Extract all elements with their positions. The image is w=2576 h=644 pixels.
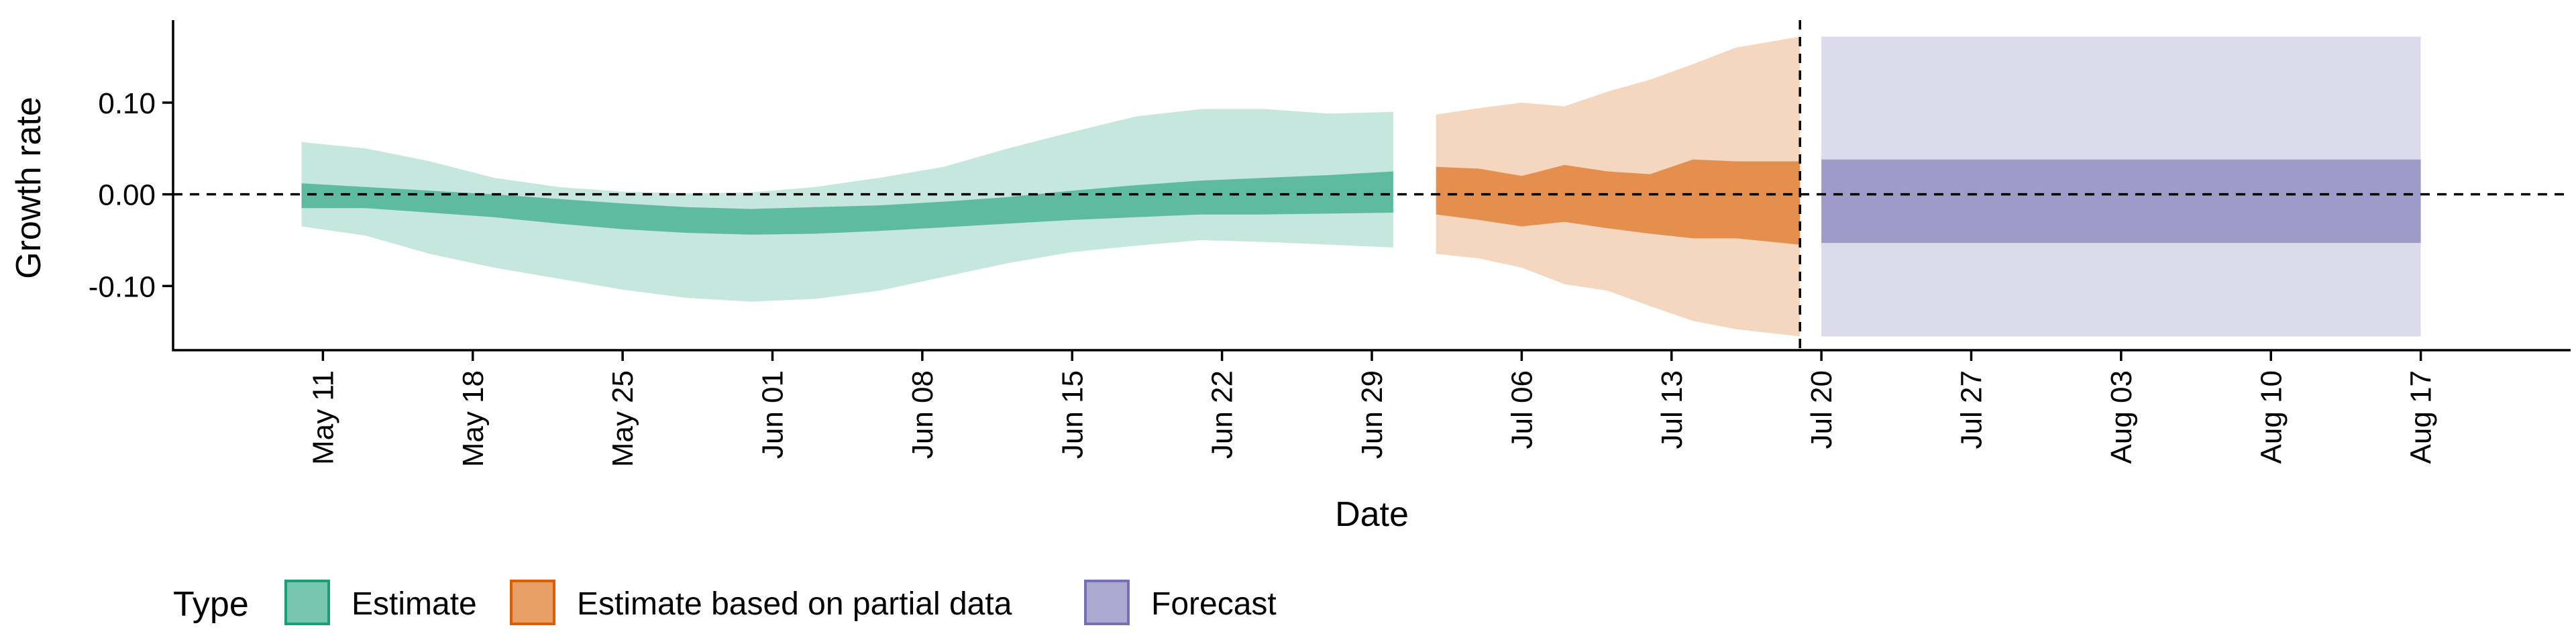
x-tick-label: Aug 17 — [2405, 370, 2438, 464]
y-tick-label: 0.00 — [98, 179, 156, 212]
y-axis-label: Growth rate — [9, 97, 48, 279]
legend-label-estimate-based-on-partial-data: Estimate based on partial data — [577, 586, 1012, 622]
reference-lines — [173, 20, 2571, 350]
x-tick-label: Jun 22 — [1206, 370, 1239, 459]
band-inner-estimate-based-on-partial-data — [1436, 159, 1801, 245]
x-tick-label: Jul 13 — [1656, 370, 1688, 449]
x-axis-ticks: May 11 May 18 May 25 Jun 01 Jun 08 Jun 15 Jun … — [307, 350, 2438, 467]
plot-area — [301, 36, 2421, 337]
band-outer-estimate — [301, 109, 1393, 302]
y-tick-label: 0.10 — [98, 87, 156, 120]
x-tick-label: Jun 01 — [757, 370, 790, 459]
x-tick-label: May 18 — [457, 370, 490, 467]
legend-label-estimate: Estimate — [352, 586, 477, 622]
legend-label-forecast: Forecast — [1151, 586, 1277, 622]
legend-key-forecast — [1084, 580, 1130, 625]
x-tick-label: Aug 10 — [2255, 370, 2288, 464]
y-axis-ticks: -0.10 0.00 0.10 — [89, 87, 173, 303]
legend: Type Estimate Estimate based on partial d… — [173, 580, 1277, 625]
legend-title: Type — [173, 585, 249, 624]
legend-key-estimate — [284, 580, 330, 625]
y-tick-label: -0.10 — [89, 270, 156, 303]
band-inner-forecast — [1821, 159, 2421, 244]
legend-key-estimate-based-on-partial-data — [510, 580, 555, 625]
x-tick-label: Jul 06 — [1505, 370, 1538, 449]
band-inner-estimate — [301, 171, 1393, 235]
x-tick-label: May 25 — [606, 370, 639, 467]
x-tick-label: May 11 — [307, 370, 339, 465]
x-tick-label: Jul 20 — [1805, 370, 1838, 449]
x-tick-label: Jul 27 — [1955, 370, 1988, 449]
x-tick-label: Jun 08 — [906, 370, 939, 459]
x-tick-label: Jun 29 — [1356, 370, 1389, 459]
x-tick-label: Aug 03 — [2105, 370, 2138, 464]
x-axis-label: Date — [1335, 495, 1409, 534]
x-tick-label: Jun 15 — [1056, 370, 1089, 459]
